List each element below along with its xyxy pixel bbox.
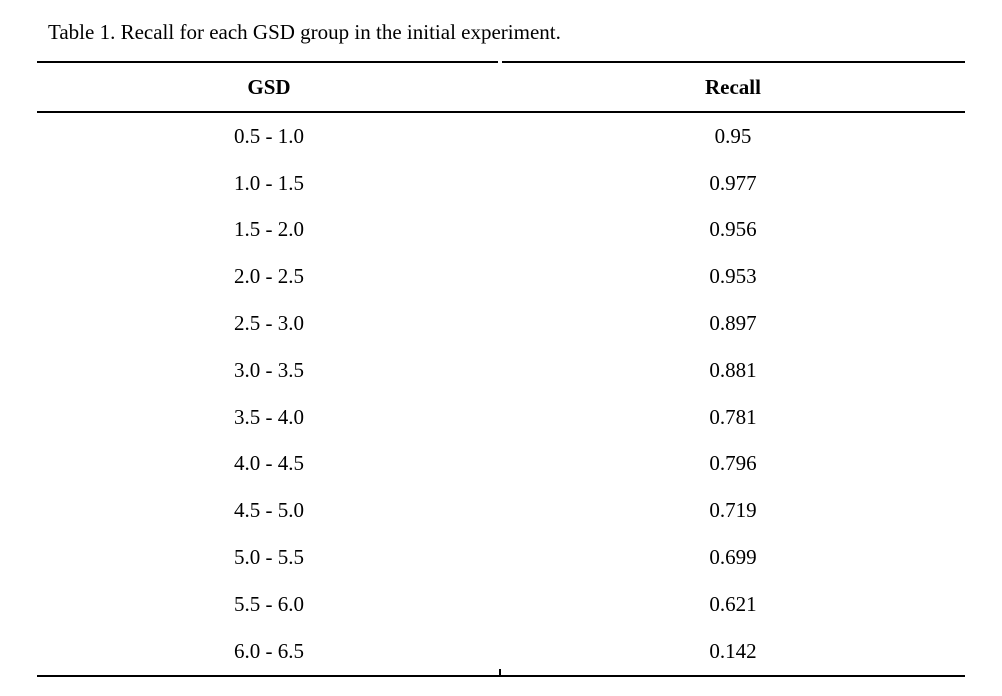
table-row: 6.0 - 6.5 0.142 [37,628,965,675]
recall-cell: 0.719 [709,498,757,523]
gsd-cell: 3.5 - 4.0 [234,404,304,429]
column-header-gsd: GSD [247,74,291,99]
table-row: 2.5 - 3.0 0.897 [37,300,965,347]
recall-cell: 0.699 [709,545,757,570]
table-row: 3.0 - 3.5 0.881 [37,347,965,394]
rule-notch-artifact [498,113,502,115]
rule-notch-artifact [498,61,502,63]
gsd-cell: 6.0 - 6.5 [234,638,304,663]
gsd-cell: 5.0 - 5.5 [234,545,304,570]
table-header-row: GSD Recall [37,63,965,113]
gsd-cell: 5.5 - 6.0 [234,591,304,616]
gsd-cell: 2.5 - 3.0 [234,311,304,336]
recall-cell: 0.781 [709,404,757,429]
recall-cell: 0.953 [709,264,757,289]
table-row: 1.5 - 2.0 0.956 [37,207,965,254]
recall-cell: 0.881 [709,357,757,382]
recall-cell: 0.95 [714,123,752,148]
gsd-cell: 3.0 - 3.5 [234,357,304,382]
gsd-cell: 1.0 - 1.5 [234,170,304,195]
table-body: 0.5 - 1.0 0.95 1.0 - 1.5 0.977 1.5 - 2.0… [37,113,965,675]
column-divider-tick [499,668,501,675]
table-row: 5.0 - 5.5 0.699 [37,534,965,581]
table-row: 4.0 - 4.5 0.796 [37,441,965,488]
recall-cell: 0.796 [709,451,757,476]
gsd-cell: 4.0 - 4.5 [234,451,304,476]
table-row: 3.5 - 4.0 0.781 [37,394,965,441]
recall-cell: 0.142 [709,638,757,663]
table-row: 5.5 - 6.0 0.621 [37,581,965,628]
gsd-cell: 0.5 - 1.0 [234,123,304,148]
table-row: 4.5 - 5.0 0.719 [37,487,965,534]
recall-cell: 0.897 [709,311,757,336]
table-row: 1.0 - 1.5 0.977 [37,160,965,207]
gsd-cell: 4.5 - 5.0 [234,498,304,523]
recall-cell: 0.956 [709,217,757,242]
recall-cell: 0.621 [709,591,757,616]
recall-cell: 0.977 [709,170,757,195]
column-header-recall: Recall [705,74,761,99]
table-row: 0.5 - 1.0 0.95 [37,113,965,160]
table-caption: Table 1. Recall for each GSD group in th… [48,20,561,44]
gsd-cell: 1.5 - 2.0 [234,217,304,242]
gsd-cell: 2.0 - 2.5 [234,264,304,289]
table-row: 2.0 - 2.5 0.953 [37,253,965,300]
recall-table: GSD Recall 0.5 - 1.0 0.95 1.0 - 1.5 0.97… [37,61,965,677]
